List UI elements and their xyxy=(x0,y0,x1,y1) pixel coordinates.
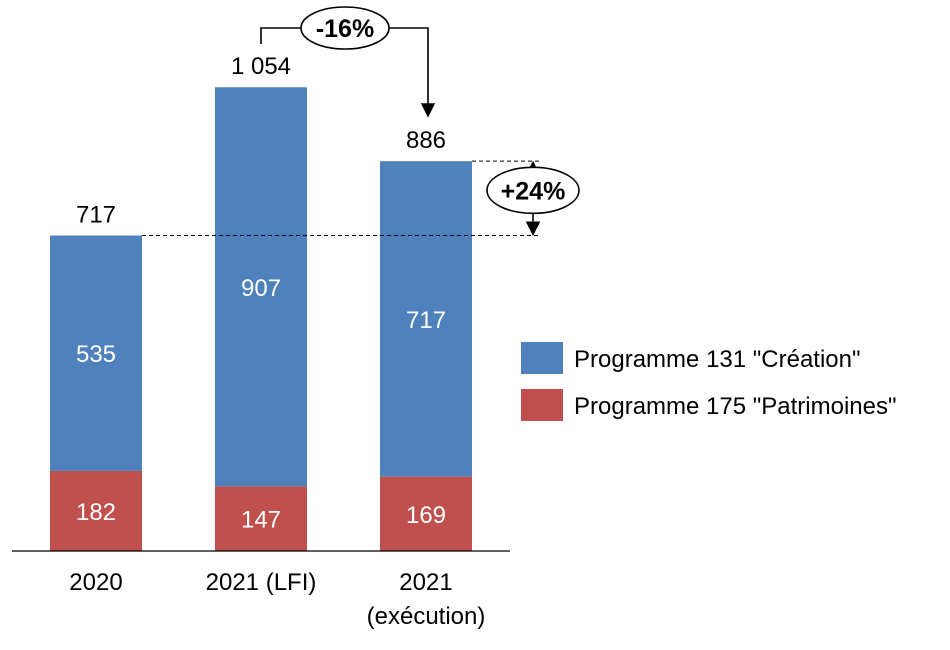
category-label: 2021 xyxy=(399,569,452,596)
legend-swatch xyxy=(521,389,563,421)
segment-value-label: 535 xyxy=(76,341,116,368)
segment-value-label: 147 xyxy=(241,507,281,534)
bar-segment-creation-1 xyxy=(50,235,142,471)
change-label-minus-16: -16% xyxy=(316,15,374,43)
bar-segment-patrimoines-2 xyxy=(215,486,307,551)
total-value-label: 717 xyxy=(76,202,116,229)
segment-value-label: 169 xyxy=(406,502,446,529)
total-value-label: 1 054 xyxy=(231,53,291,80)
legend-label: Programme 175 "Patrimoines" xyxy=(574,393,897,420)
segment-value-label: 907 xyxy=(241,275,281,302)
bar-segment-creation-2 xyxy=(215,87,307,487)
category-label: (exécution) xyxy=(367,603,486,630)
change-label-plus-24: +24% xyxy=(501,177,566,205)
bar-segment-creation-3 xyxy=(380,161,472,477)
change-oval xyxy=(486,166,580,215)
change-oval xyxy=(300,6,390,50)
bar-segment-patrimoines-3 xyxy=(380,476,472,551)
legend-swatch xyxy=(521,342,563,374)
bracket-line-left xyxy=(260,27,301,44)
bracket-arrow-right xyxy=(389,27,436,118)
segment-value-label: 182 xyxy=(76,499,116,526)
segment-value-label: 717 xyxy=(406,307,446,334)
legend-label: Programme 131 "Création" xyxy=(574,346,861,373)
category-label: 2020 xyxy=(69,569,122,596)
category-label: 2021 (LFI) xyxy=(206,569,317,596)
bar-segment-patrimoines-1 xyxy=(50,470,142,551)
total-value-label: 886 xyxy=(406,127,446,154)
